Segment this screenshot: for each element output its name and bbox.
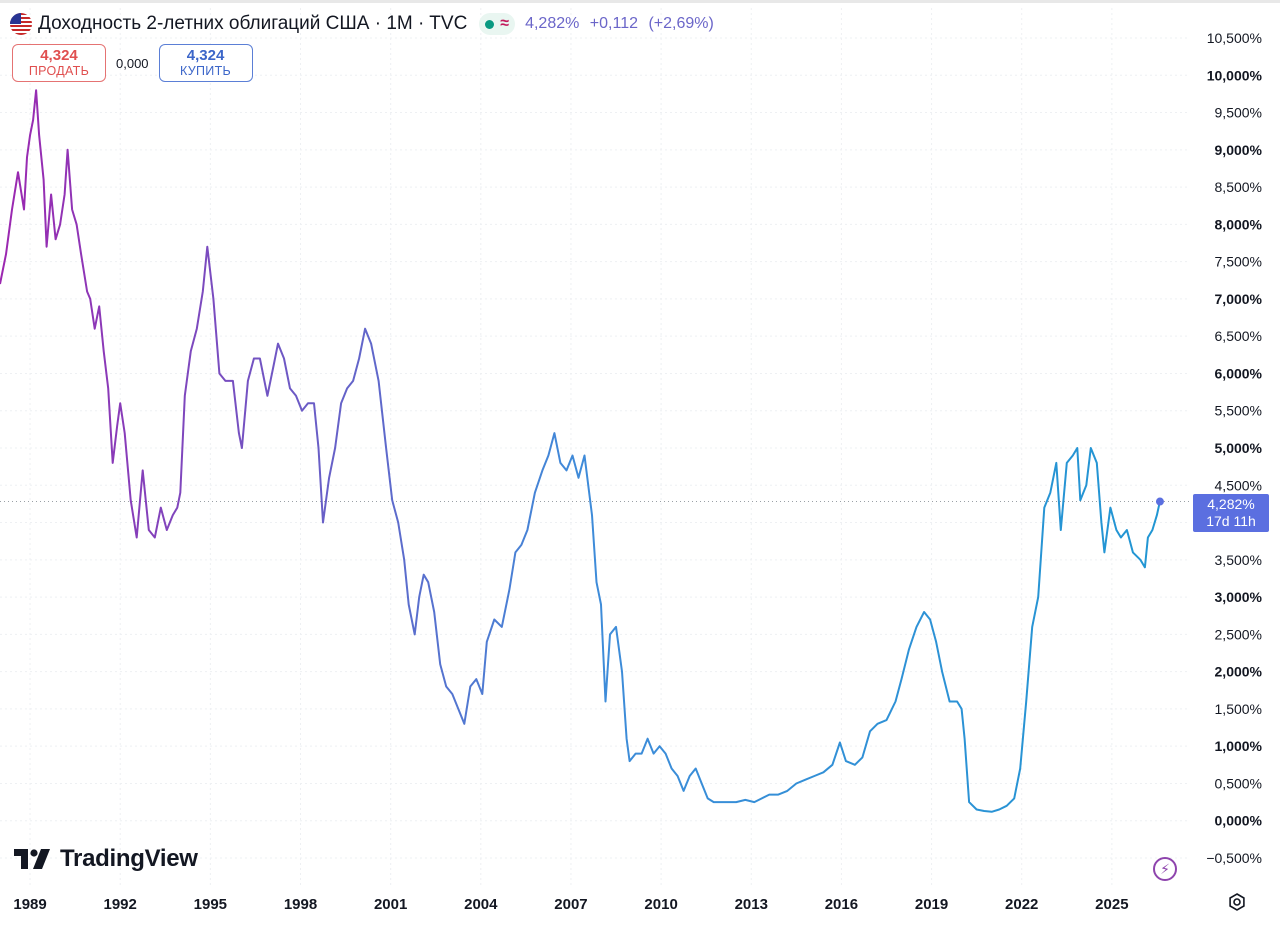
- y-axis[interactable]: 10,500% 10,000% 9,500% 9,000% 8,500% 8,000% 7,…: [1206, 30, 1262, 866]
- lightning-icon[interactable]: ⚡: [1153, 857, 1177, 881]
- y-tick-label: 9,500%: [1215, 105, 1262, 121]
- spread-value: 0,000: [116, 55, 149, 71]
- x-tick-label: 1998: [284, 896, 317, 913]
- y-tick-label: 8,000%: [1215, 216, 1263, 232]
- x-tick-label: 2019: [915, 896, 948, 913]
- y-tick-label: 9,000%: [1215, 142, 1263, 158]
- x-axis[interactable]: 1989 1992 1995 1998 2001 2004 2007 2010 2013 2016…: [13, 896, 1128, 913]
- settings-icon[interactable]: [1227, 892, 1247, 912]
- wave-icon: ≈: [500, 15, 510, 32]
- buy-price: 4,324: [186, 46, 225, 64]
- x-tick-label: 1989: [13, 896, 46, 913]
- x-tick-label: 2013: [735, 896, 768, 913]
- quote: 4,282% +0,112 (+2,69%): [525, 15, 720, 33]
- x-tick-label: 2016: [825, 896, 858, 913]
- price-change-pct: (+2,69%): [648, 15, 714, 32]
- x-tick-label: 2022: [1005, 896, 1038, 913]
- chart-header: Доходность 2-летних облигаций США · 1M ·…: [10, 10, 720, 38]
- x-tick-label: 2004: [464, 896, 498, 913]
- chart-title[interactable]: Доходность 2-летних облигаций США · 1M ·…: [38, 13, 468, 34]
- trade-panel: 4,324 ПРОДАТЬ 0,000 4,324 КУПИТЬ: [12, 44, 253, 82]
- tradingview-logo-icon: [14, 849, 50, 869]
- y-tick-label: 5,500%: [1215, 403, 1262, 419]
- top-strip: [0, 0, 1280, 3]
- x-tick-label: 1992: [104, 896, 137, 913]
- last-point: [1155, 497, 1164, 506]
- x-tick-label: 2025: [1095, 896, 1128, 913]
- y-tick-label: 1,000%: [1215, 738, 1263, 754]
- y-tick-label: 4,500%: [1215, 477, 1262, 493]
- price-tag-value: 4,282%: [1207, 495, 1255, 512]
- grid-lines: [0, 8, 1190, 888]
- y-tick-label: −0,500%: [1206, 850, 1262, 866]
- x-tick-label: 2001: [374, 896, 407, 913]
- x-tick-label: 2007: [554, 896, 587, 913]
- y-tick-label: 0,500%: [1215, 775, 1262, 791]
- y-tick-label: 7,500%: [1215, 254, 1262, 270]
- us-flag-icon: [10, 13, 32, 35]
- x-tick-label: 2010: [644, 896, 677, 913]
- y-tick-label: 2,500%: [1215, 626, 1262, 642]
- buy-label: КУПИТЬ: [180, 63, 232, 78]
- y-tick-label: 10,500%: [1207, 30, 1262, 46]
- live-dot-icon: [485, 19, 495, 29]
- sell-label: ПРОДАТЬ: [28, 63, 90, 78]
- last-price: 4,282%: [525, 15, 580, 32]
- y-tick-label: 2,000%: [1215, 664, 1263, 680]
- y-tick-label: 8,500%: [1215, 179, 1262, 195]
- y-tick-label: 6,000%: [1215, 365, 1263, 381]
- y-tick-label: 10,000%: [1207, 67, 1263, 83]
- x-tick-label: 1995: [194, 896, 227, 913]
- market-status[interactable]: ≈: [479, 13, 516, 35]
- sell-price: 4,324: [40, 46, 78, 64]
- tradingview-logo[interactable]: TradingView: [14, 845, 198, 873]
- y-tick-label: 5,000%: [1215, 440, 1263, 456]
- y-tick-label: 0,000%: [1215, 813, 1263, 829]
- sell-button[interactable]: 4,324 ПРОДАТЬ: [12, 44, 106, 82]
- y-tick-label: 3,500%: [1215, 552, 1262, 568]
- y-tick-label: 3,000%: [1215, 589, 1263, 605]
- series-line: [0, 89, 1161, 813]
- price-tag-countdown: 17d 11h: [1206, 512, 1256, 529]
- price-tag[interactable]: 4,282% 17d 11h: [1193, 493, 1269, 532]
- price-change: +0,112: [589, 15, 638, 32]
- y-tick-label: 1,500%: [1215, 701, 1262, 717]
- buy-button[interactable]: 4,324 КУПИТЬ: [158, 44, 253, 82]
- y-tick-label: 6,500%: [1215, 328, 1262, 344]
- brand-name: TradingView: [60, 845, 198, 872]
- y-tick-label: 7,000%: [1215, 291, 1263, 307]
